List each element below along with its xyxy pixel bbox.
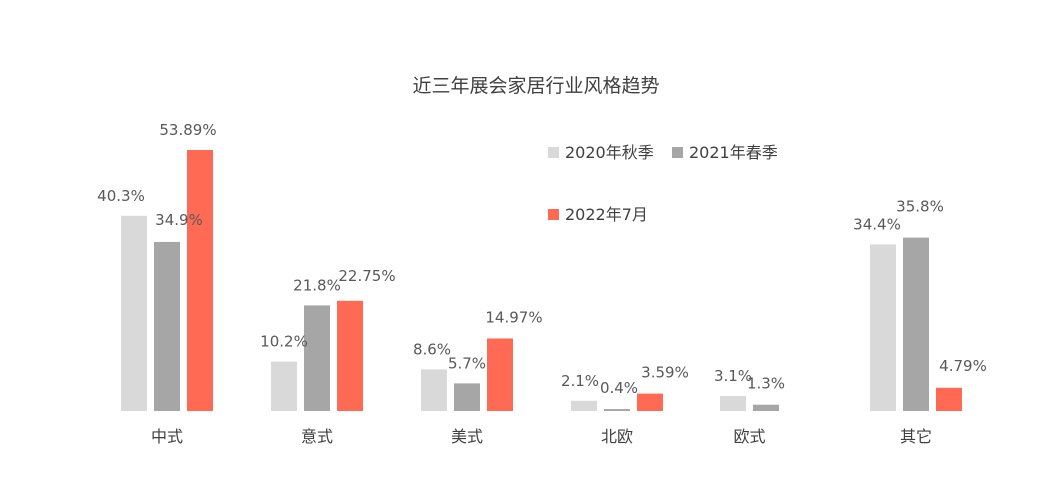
bar-3-意式	[337, 300, 363, 411]
data-label: 34.9%	[155, 211, 203, 229]
x-axis-tick-labels: 中式 意式 美式 北欧 欧式 其它	[151, 427, 932, 446]
bar-1-其它	[870, 244, 896, 411]
x-tick-label: 美式	[451, 427, 483, 446]
bar-1-北欧	[571, 400, 597, 411]
data-label: 8.6%	[413, 340, 451, 358]
legend-swatch	[672, 147, 683, 158]
data-label: 2.1%	[561, 372, 599, 390]
bar-3-中式	[187, 150, 213, 411]
data-label: 34.4%	[853, 215, 901, 233]
legend-label: 2020年秋季	[565, 143, 654, 162]
x-tick-label: 欧式	[733, 427, 765, 446]
data-label: 14.97%	[485, 308, 542, 326]
data-label: 40.3%	[97, 187, 145, 205]
data-label: 4.79%	[939, 357, 987, 375]
legend-label: 2021年春季	[689, 143, 778, 162]
x-tick-label: 意式	[301, 427, 333, 446]
bar-2-中式	[154, 241, 180, 411]
x-tick-label: 北欧	[601, 427, 633, 446]
data-label: 10.2%	[260, 333, 308, 351]
data-label: 35.8%	[896, 198, 944, 216]
legend: 2020年秋季 2021年春季 2022年7月	[548, 143, 778, 224]
bar-3-美式	[487, 338, 513, 411]
bar-1-中式	[121, 215, 147, 411]
x-tick-label: 中式	[151, 427, 183, 446]
data-label: 3.59%	[641, 364, 689, 382]
bar-1-美式	[421, 369, 447, 411]
bar-3-其它	[936, 387, 962, 411]
legend-label: 2022年7月	[565, 205, 648, 224]
data-label: 3.1%	[714, 367, 752, 385]
data-label: 22.75%	[338, 267, 395, 285]
bar-2-美式	[454, 383, 480, 411]
bar-1-欧式	[720, 395, 746, 411]
bar-2-意式	[304, 305, 330, 411]
data-labels-layer: 40.3% 34.9% 53.89% 10.2% 21.8%22.75% 8.6%5.7%…	[97, 121, 987, 397]
data-label: 0.4%	[600, 379, 638, 397]
data-label: 53.89%	[159, 121, 216, 139]
legend-swatch	[548, 209, 559, 220]
bar-2-北欧	[604, 409, 630, 411]
bar-2-欧式	[753, 404, 779, 411]
bar-1-意式	[271, 361, 297, 411]
bar-3-北欧	[637, 393, 663, 411]
bars-layer	[121, 150, 962, 411]
legend-swatch	[548, 147, 559, 158]
data-label: 21.8%	[293, 276, 341, 294]
data-label: 5.7%	[448, 354, 486, 372]
x-tick-label: 其它	[900, 427, 932, 446]
bar-2-其它	[903, 237, 929, 411]
data-label: 1.3%	[747, 375, 785, 393]
chart-title: 近三年展会家居行业风格趋势	[412, 75, 659, 97]
